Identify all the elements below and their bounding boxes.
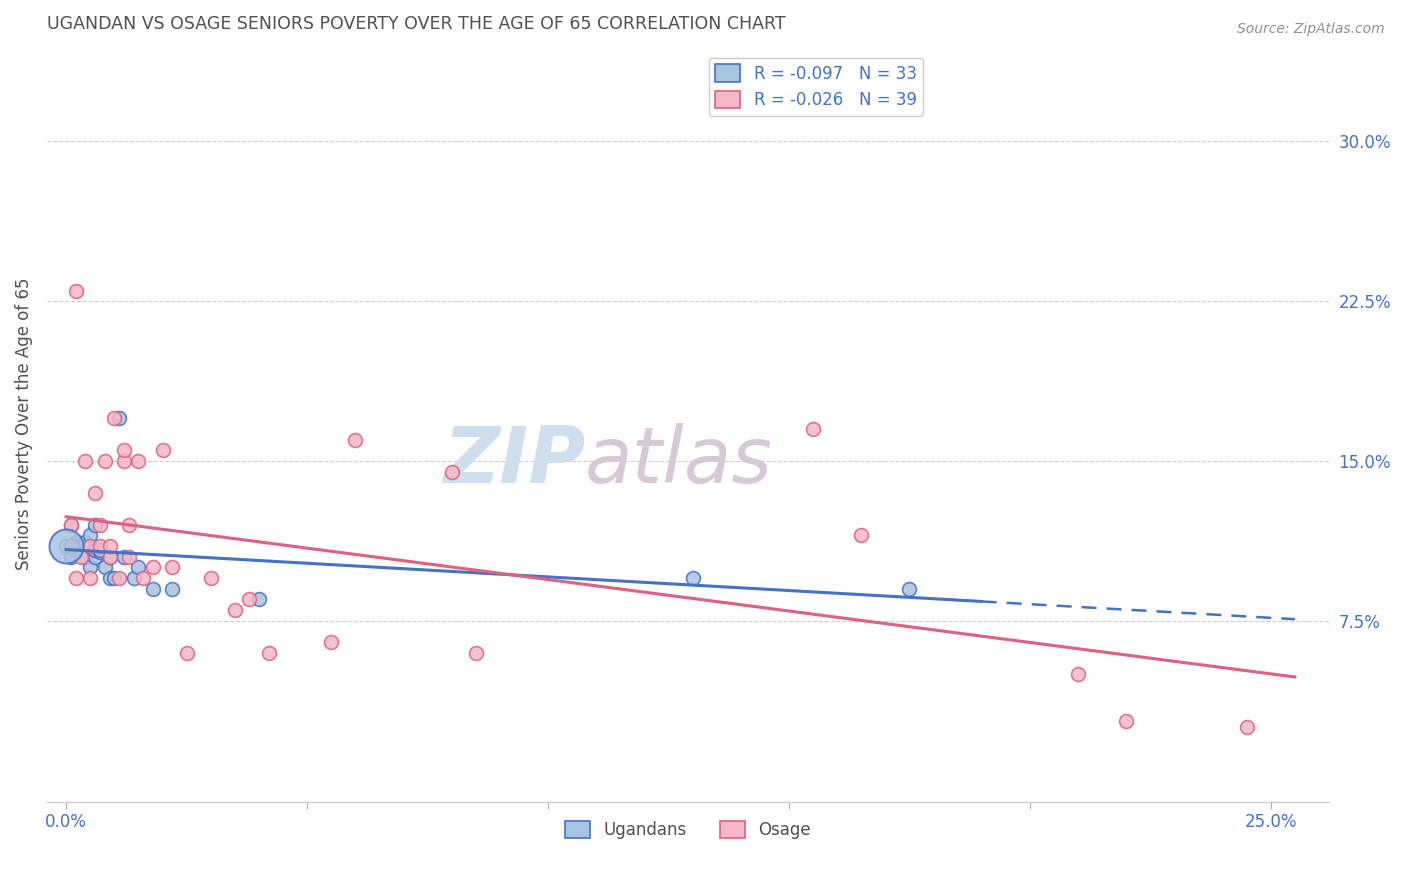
- Point: [257, 646, 280, 660]
- Point: [321, 635, 343, 649]
- Text: Source: ZipAtlas.com: Source: ZipAtlas.com: [1237, 22, 1385, 37]
- Point: [103, 571, 125, 585]
- Point: [238, 592, 260, 607]
- Point: [200, 571, 222, 585]
- Point: [59, 517, 82, 532]
- Point: [69, 549, 91, 564]
- Point: [84, 543, 107, 558]
- Point: [59, 517, 82, 532]
- Point: [118, 517, 141, 532]
- Point: [84, 517, 107, 532]
- Y-axis label: Seniors Poverty Over the Age of 65: Seniors Poverty Over the Age of 65: [15, 277, 32, 570]
- Point: [160, 560, 183, 574]
- Point: [59, 539, 82, 553]
- Text: UGANDAN VS OSAGE SENIORS POVERTY OVER THE AGE OF 65 CORRELATION CHART: UGANDAN VS OSAGE SENIORS POVERTY OVER TH…: [46, 15, 786, 33]
- Point: [122, 571, 145, 585]
- Point: [75, 543, 97, 558]
- Point: [98, 539, 121, 553]
- Point: [59, 539, 82, 553]
- Point: [65, 534, 87, 549]
- Point: [75, 454, 97, 468]
- Point: [75, 534, 97, 549]
- Point: [98, 549, 121, 564]
- Point: [247, 592, 270, 607]
- Point: [89, 517, 111, 532]
- Point: [1067, 666, 1090, 681]
- Point: [98, 549, 121, 564]
- Point: [93, 560, 115, 574]
- Point: [112, 443, 135, 458]
- Point: [152, 443, 174, 458]
- Point: [79, 560, 101, 574]
- Point: [176, 646, 198, 660]
- Point: [108, 571, 131, 585]
- Point: [89, 543, 111, 558]
- Point: [801, 422, 824, 436]
- Point: [160, 582, 183, 596]
- Point: [89, 539, 111, 553]
- Point: [851, 528, 873, 542]
- Point: [142, 560, 165, 574]
- Point: [75, 549, 97, 564]
- Point: [93, 454, 115, 468]
- Point: [1236, 720, 1258, 734]
- Point: [84, 485, 107, 500]
- Point: [89, 545, 111, 559]
- Point: [79, 539, 101, 553]
- Point: [344, 433, 367, 447]
- Point: [440, 465, 463, 479]
- Point: [112, 549, 135, 564]
- Point: [464, 646, 486, 660]
- Point: [79, 571, 101, 585]
- Point: [65, 284, 87, 298]
- Point: [79, 528, 101, 542]
- Point: [103, 411, 125, 425]
- Point: [98, 571, 121, 585]
- Point: [898, 582, 921, 596]
- Text: atlas: atlas: [585, 424, 773, 500]
- Point: [142, 582, 165, 596]
- Point: [65, 571, 87, 585]
- Point: [79, 539, 101, 553]
- Point: [118, 549, 141, 564]
- Point: [65, 539, 87, 553]
- Point: [55, 539, 77, 553]
- Point: [132, 571, 155, 585]
- Point: [69, 539, 91, 553]
- Point: [59, 549, 82, 564]
- Legend: Ugandans, Osage: Ugandans, Osage: [558, 814, 817, 847]
- Point: [224, 603, 246, 617]
- Point: [69, 545, 91, 559]
- Point: [84, 549, 107, 564]
- Point: [55, 539, 77, 553]
- Text: ZIP: ZIP: [443, 424, 585, 500]
- Point: [112, 454, 135, 468]
- Point: [127, 560, 149, 574]
- Point: [682, 571, 704, 585]
- Point: [65, 543, 87, 558]
- Point: [108, 411, 131, 425]
- Point: [1115, 714, 1137, 728]
- Point: [127, 454, 149, 468]
